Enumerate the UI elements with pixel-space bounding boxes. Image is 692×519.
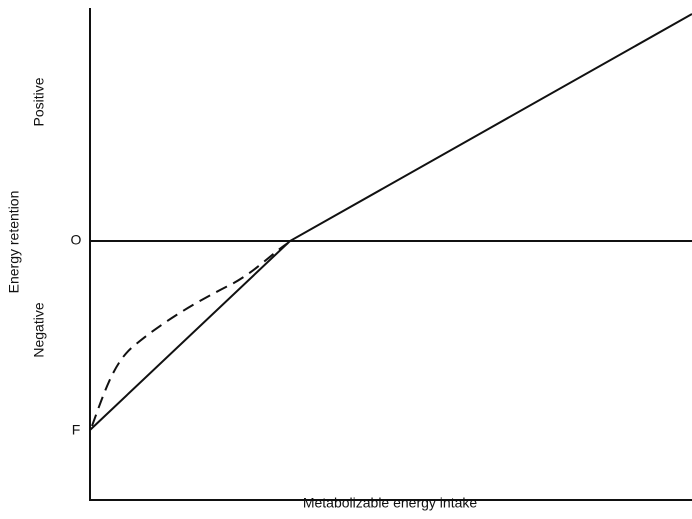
y-upper-label: Positive [31,77,47,126]
intercept-label: F [72,422,81,438]
y-axis-title: Energy retention [6,191,22,294]
y-lower-label: Negative [31,302,47,357]
dashed-curve [91,242,289,427]
retention-line [89,13,692,431]
x-axis-title: Metabolizable energy intake [303,495,478,511]
zero-label: O [71,232,82,248]
